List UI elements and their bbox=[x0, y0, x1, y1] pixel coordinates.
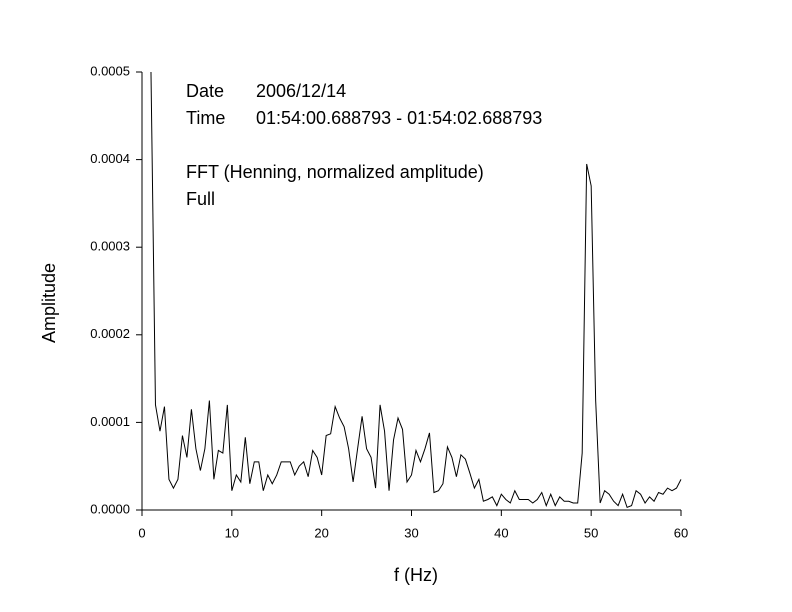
x-tick-label: 0 bbox=[138, 525, 145, 540]
y-tick-label: 0.0002 bbox=[90, 326, 130, 341]
x-tick-label: 40 bbox=[494, 525, 508, 540]
annotation: 2006/12/14 bbox=[256, 81, 346, 101]
annotation: FFT (Henning, normalized amplitude) bbox=[186, 162, 484, 182]
y-tick-label: 0.0005 bbox=[90, 63, 130, 78]
annotation: Time bbox=[186, 108, 225, 128]
y-tick-label: 0.0001 bbox=[90, 414, 130, 429]
x-tick-label: 20 bbox=[314, 525, 328, 540]
y-tick-label: 0.0003 bbox=[90, 239, 130, 254]
x-tick-label: 50 bbox=[584, 525, 598, 540]
y-tick-label: 0.0004 bbox=[90, 151, 130, 166]
data-line bbox=[150, 71, 682, 509]
x-tick-label: 60 bbox=[674, 525, 688, 540]
x-axis-label: f (Hz) bbox=[394, 565, 438, 585]
annotation: Date bbox=[186, 81, 224, 101]
y-axis-label: Amplitude bbox=[39, 263, 59, 343]
x-tick-label: 30 bbox=[404, 525, 418, 540]
annotation: 01:54:00.688793 - 01:54:02.688793 bbox=[256, 108, 542, 128]
annotation: Full bbox=[186, 189, 215, 209]
x-tick-label: 10 bbox=[225, 525, 239, 540]
y-tick-label: 0.0000 bbox=[90, 501, 130, 516]
